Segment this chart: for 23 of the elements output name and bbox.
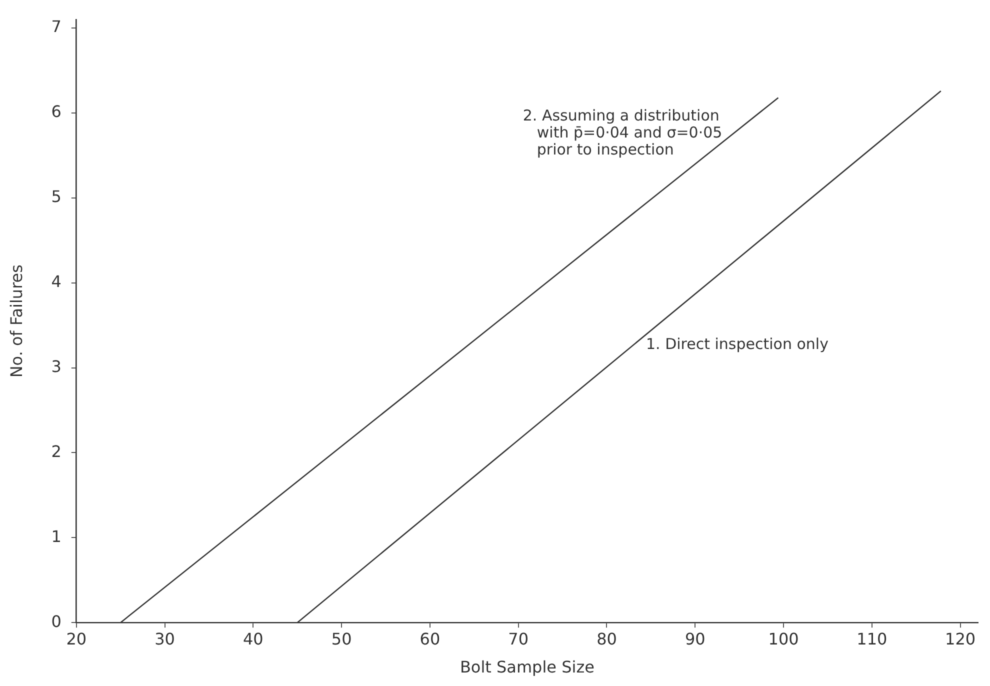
- y-tick-label: 2: [51, 442, 62, 461]
- x-axis-title: Bolt Sample Size: [460, 658, 594, 677]
- x-tick-label: 20: [66, 629, 87, 648]
- y-tick-label: 1: [51, 526, 62, 546]
- y-tick-label: 0: [51, 612, 62, 631]
- y-tick-label: 3: [51, 356, 62, 376]
- y-axis-title: No. of Failures: [6, 264, 26, 378]
- y-tick-label: 7: [51, 17, 62, 36]
- x-tick-label: 100: [768, 629, 799, 648]
- y-tick-label: 6: [51, 102, 62, 122]
- x-tick-label: 40: [242, 629, 264, 648]
- x-tick-label: 120: [945, 629, 976, 648]
- x-tick-label: 80: [596, 629, 617, 648]
- x-tick-label: 70: [508, 629, 529, 648]
- x-tick-label: 60: [420, 629, 440, 648]
- y-tick-label: 5: [51, 187, 62, 206]
- y-tick-label: 4: [51, 272, 62, 292]
- x-tick-label: 50: [331, 629, 352, 648]
- series-label: 2. Assuming a distribution with p̄=0·04 and σ=0·05 prior to inspection: [522, 106, 722, 158]
- x-tick-label: 30: [154, 629, 175, 648]
- series-label: 1. Direct inspection only: [646, 335, 829, 354]
- x-tick-label: 90: [684, 629, 706, 648]
- x-tick-label: 110: [856, 629, 888, 648]
